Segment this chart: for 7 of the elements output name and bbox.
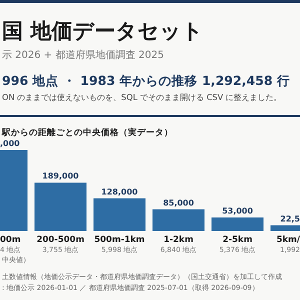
- title: 駅からの距離ごとの中央価格（実データ）: [2, 128, 173, 138]
- annotation: 996 地点 ・ 1983 年からの推移 1,292,458 行: [2, 73, 290, 88]
- annotation: 示 2026 + 都道府県地価調査 2025: [2, 50, 164, 61]
- annotation: ON のままでは使えないものを、SQL でそのまま開ける CSV に整えました。: [2, 92, 282, 102]
- annotation: ,000: [0, 139, 20, 148]
- annotation: 22,5: [280, 214, 300, 224]
- annotation: 国 地価データセット: [2, 19, 204, 43]
